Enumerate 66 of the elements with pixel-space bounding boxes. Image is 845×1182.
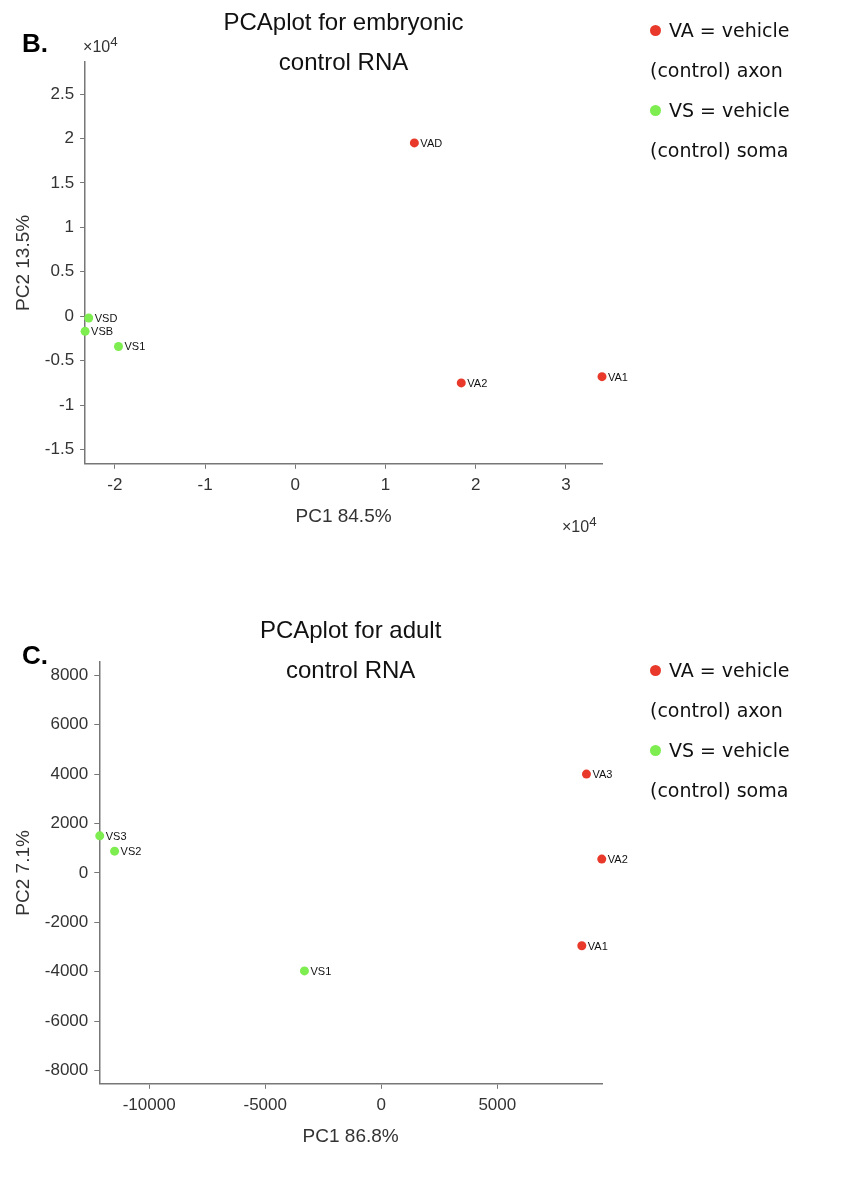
legend-label: VA = vehicle (control) axon (650, 659, 790, 721)
text: C. (22, 640, 48, 671)
point (597, 854, 607, 864)
x-tick-label: -5000 (243, 1094, 287, 1114)
y-tick-label: -1 (58, 394, 75, 414)
x-tick-label: 3 (561, 474, 571, 494)
y-tick-label: 8000 (50, 665, 89, 685)
y-tick-label: 0.5 (50, 261, 75, 281)
x-axis-title: PC1 84.5% (295, 504, 392, 526)
annotation: VA2 (607, 853, 628, 866)
x-tick-label: 0 (376, 1094, 387, 1114)
point (581, 769, 591, 779)
text: ×10$^{4}$ (83, 34, 118, 57)
x-axis-title: PC1 86.8% (302, 1124, 399, 1146)
y-tick-label: 0 (64, 305, 75, 325)
point (299, 966, 309, 976)
x-tick-label: -10000 (122, 1094, 176, 1114)
annotation: VSB (91, 325, 114, 338)
x-tick-label: 0 (290, 474, 301, 494)
point (110, 846, 120, 856)
legend-label: VA = vehicle (control) axon (650, 19, 790, 81)
annotation: VSD (94, 312, 118, 325)
annotation: VA3 (592, 768, 613, 781)
y-tick-label: 4000 (50, 763, 89, 783)
y-tick-label: -2000 (44, 911, 89, 931)
y-tick-label: 1.5 (50, 172, 75, 192)
legend-label: VS = vehicle (control) soma (650, 739, 790, 801)
y-tick-label: -1.5 (44, 439, 75, 459)
y-tick-label: -6000 (44, 1010, 89, 1030)
y-tick-label: 6000 (50, 714, 89, 734)
text: B. (22, 28, 48, 59)
y-tick-label: -0.5 (44, 350, 75, 370)
y-axis-title: PC2 13.5% (11, 214, 33, 311)
chart-title: PCAplot for embryonic control RNA (222, 7, 465, 77)
x-tick-label: -1 (197, 474, 213, 494)
annotation: VA1 (608, 370, 628, 383)
point (409, 138, 419, 148)
y-tick-label: 2 (64, 128, 75, 148)
x-tick-label: 5000 (478, 1094, 517, 1114)
point (84, 313, 94, 323)
y-tick-label: 0 (78, 862, 89, 882)
annotation: VA1 (587, 939, 608, 952)
annotation: VAD (420, 136, 443, 149)
annotation: VS1 (310, 964, 332, 977)
point (597, 372, 607, 382)
annotation: VA2 (467, 376, 488, 389)
y-tick-label: 2.5 (50, 83, 75, 103)
point (113, 341, 123, 351)
y-tick-label: 2000 (50, 813, 89, 833)
x-tick-label: 1 (380, 474, 391, 494)
y-tick-label: 1 (64, 217, 75, 237)
legend-label: VS = vehicle (control) soma (650, 99, 790, 161)
point (95, 831, 105, 841)
chart-title: PCAplot for adult control RNA (258, 615, 443, 685)
point (577, 941, 587, 951)
annotation: VS1 (124, 340, 146, 353)
point (80, 326, 90, 336)
annotation: VS2 (120, 845, 142, 858)
x-tick-label: 2 (470, 474, 481, 494)
y-tick-label: -8000 (44, 1060, 89, 1080)
text: ×10$^{4}$ (562, 513, 597, 537)
annotation: VS3 (105, 829, 127, 842)
y-axis-title: PC2 7.1% (11, 830, 33, 916)
point (456, 378, 466, 388)
y-tick-label: -4000 (44, 961, 89, 981)
x-tick-label: -2 (107, 474, 123, 494)
